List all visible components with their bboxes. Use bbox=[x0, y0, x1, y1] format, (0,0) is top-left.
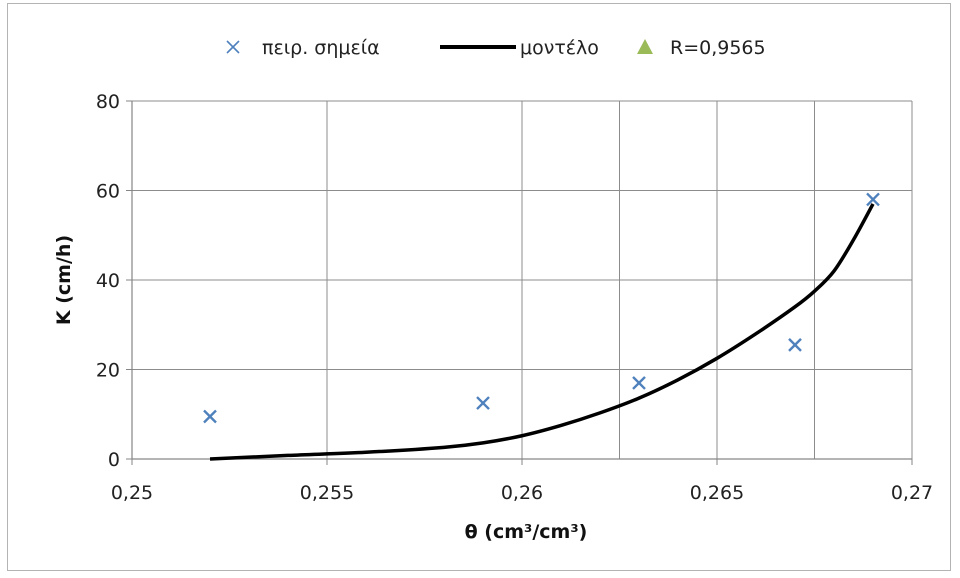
data-point-stroke bbox=[203, 409, 217, 424]
data-point bbox=[866, 192, 880, 207]
chart-frame bbox=[7, 3, 951, 571]
x-tick-label: 0,26 bbox=[501, 482, 543, 504]
legend-item: πειρ. σημεία bbox=[226, 37, 380, 59]
data-point-stroke bbox=[632, 376, 646, 390]
data-point-stroke bbox=[476, 396, 490, 410]
y-axis-title: K (cm/h) bbox=[53, 235, 75, 325]
tick-labels: 0 20 40 60 80 0,25 0,255 0,26 0,265 0,27 bbox=[96, 91, 933, 504]
legend-item: R=0,9565 bbox=[637, 37, 766, 59]
legend-item: μοντέλο bbox=[440, 37, 599, 59]
y-tick-label: 20 bbox=[96, 360, 120, 382]
x-tick-label: 0,27 bbox=[891, 482, 933, 504]
y-tick-label: 0 bbox=[108, 449, 120, 471]
data-point bbox=[476, 396, 490, 410]
grid bbox=[132, 100, 913, 459]
y-tick-label: 80 bbox=[96, 91, 120, 113]
axes bbox=[126, 100, 913, 465]
x-tick-label: 0,265 bbox=[690, 482, 744, 504]
y-tick-label: 60 bbox=[96, 181, 120, 203]
experimental-series bbox=[203, 192, 880, 424]
model-curve bbox=[209, 203, 875, 461]
legend-label: μοντέλο bbox=[520, 37, 599, 59]
legend-symbol bbox=[637, 39, 653, 54]
data-point bbox=[632, 376, 646, 390]
data-point-stroke bbox=[788, 338, 802, 352]
data-point-stroke bbox=[866, 192, 880, 207]
legend: πειρ. σημεία μοντέλο R=0,9565 bbox=[226, 37, 766, 59]
data-point bbox=[203, 409, 217, 424]
model-series bbox=[209, 203, 875, 461]
x-tick-label: 0,255 bbox=[300, 482, 354, 504]
x-axis-title: θ (cm³/cm³) bbox=[465, 521, 588, 543]
y-tick-label: 40 bbox=[96, 270, 120, 292]
legend-label: R=0,9565 bbox=[670, 37, 766, 59]
legend-label: πειρ. σημεία bbox=[262, 37, 380, 59]
data-point bbox=[788, 338, 802, 352]
legend-symbol bbox=[226, 40, 240, 54]
x-tick-label: 0,25 bbox=[111, 482, 153, 504]
